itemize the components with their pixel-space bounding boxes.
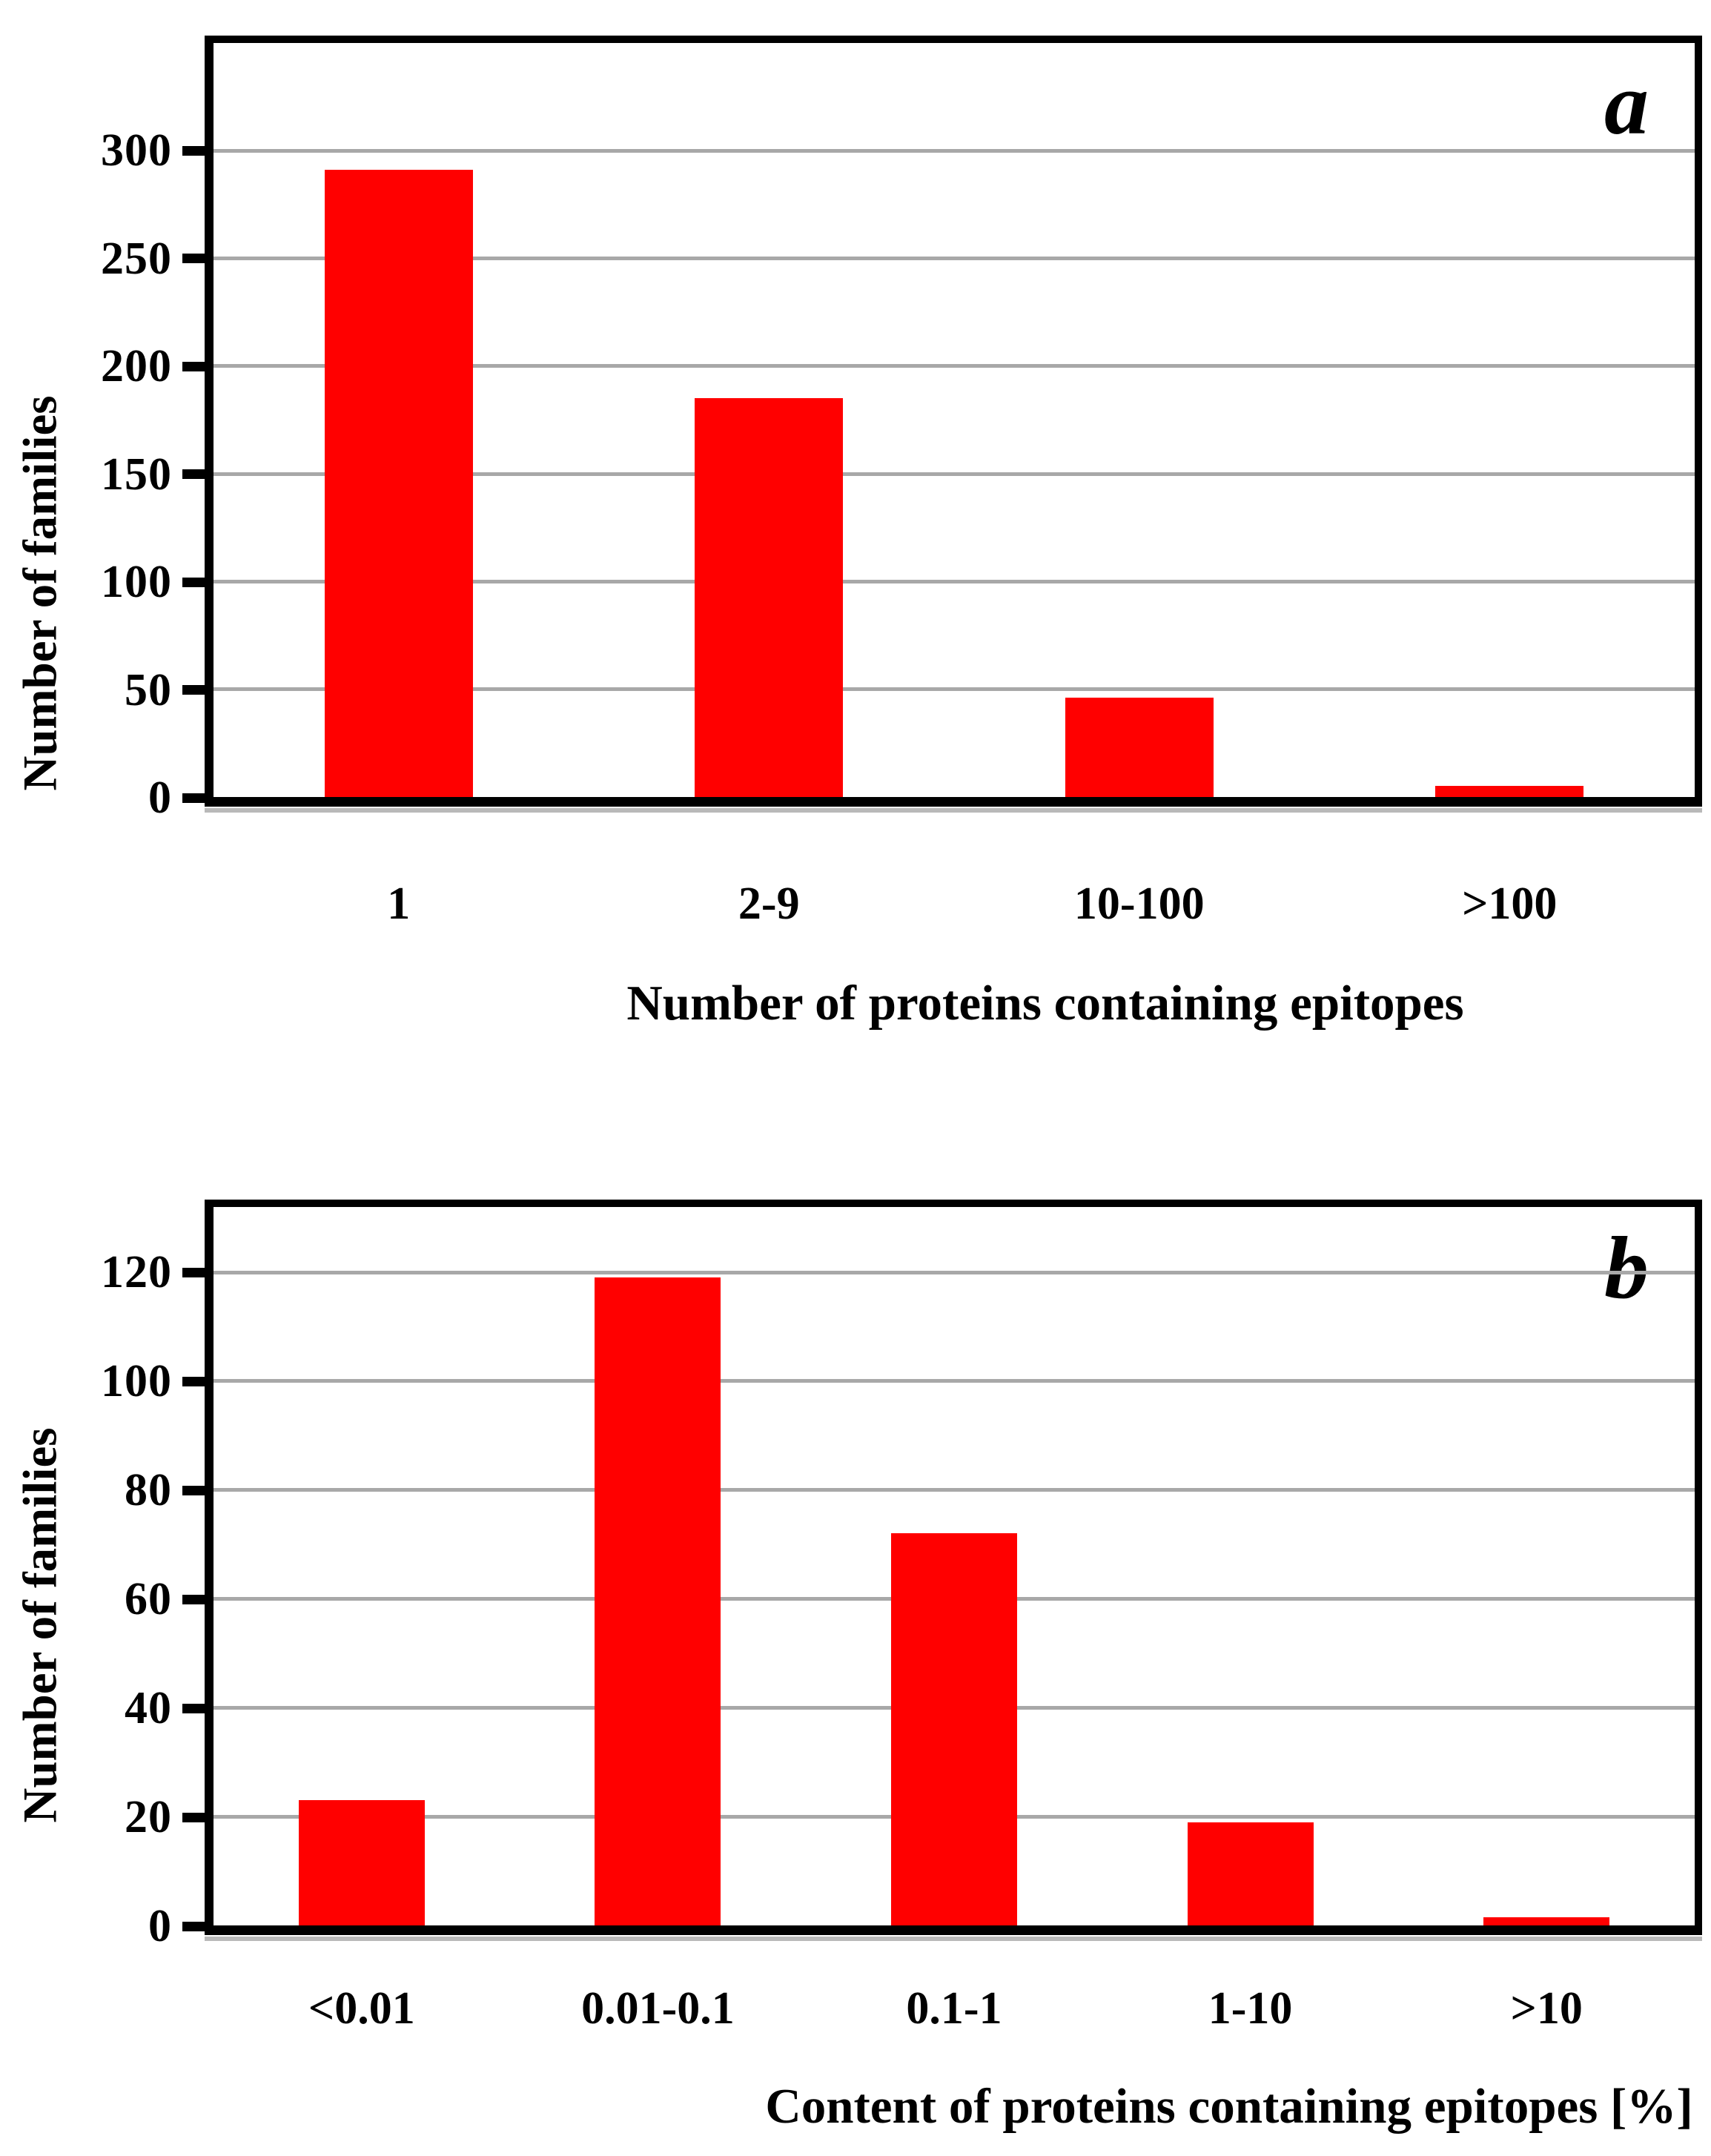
x-tick-label: >100 xyxy=(1462,879,1558,929)
y-tick: 60 xyxy=(125,1576,205,1622)
y-tick-label: 200 xyxy=(101,341,172,392)
y-tick-mark xyxy=(182,145,205,156)
y-tick: 100 xyxy=(101,559,205,605)
y-tick-label: 150 xyxy=(101,449,172,500)
y-tick-mark xyxy=(182,577,205,587)
y-tick-mark xyxy=(182,1267,205,1277)
y-tick-label: 60 xyxy=(125,1574,172,1625)
gridline-100 xyxy=(214,579,1695,583)
bar-<0.01 xyxy=(298,1800,425,1925)
x-tick-label: 0.1-1 xyxy=(906,1983,1002,2034)
y-tick-mark xyxy=(182,1485,205,1495)
y-tick-label: 50 xyxy=(125,664,172,715)
bar-1-10 xyxy=(1187,1822,1314,1925)
y-tick-mark xyxy=(182,1921,205,1931)
x-tick-label: <0.01 xyxy=(308,1983,415,2034)
plot-area: a xyxy=(205,36,1702,813)
y-tick-label: 100 xyxy=(101,1356,172,1407)
y-tick: 150 xyxy=(101,452,205,497)
y-tick: 20 xyxy=(125,1794,205,1840)
y-axis: 0 20 40 60 80 100 120 xyxy=(0,1207,205,1949)
x-tick-label: 0.01-0.1 xyxy=(581,1983,735,2034)
bar-0.01-0.1 xyxy=(595,1277,721,1925)
x-axis-title: Content of proteins containing epitopes … xyxy=(765,2079,1693,2134)
y-tick-mark xyxy=(182,1703,205,1713)
y-tick-label: 120 xyxy=(101,1247,172,1298)
y-tick: 80 xyxy=(125,1467,205,1513)
gridline-200 xyxy=(214,364,1695,368)
y-tick: 50 xyxy=(125,667,205,713)
y-tick: 250 xyxy=(101,236,205,282)
y-tick-mark xyxy=(182,361,205,371)
y-axis: 0 50 100 150 200 250 300 xyxy=(0,43,205,821)
y-tick-label: 0 xyxy=(148,773,172,823)
x-tick-label: 1 xyxy=(387,879,411,929)
bar-10-100 xyxy=(1065,698,1214,797)
plot-area: b xyxy=(205,1200,1702,1941)
bar->10 xyxy=(1483,1917,1610,1925)
gridline-100 xyxy=(214,1379,1695,1383)
gridline-80 xyxy=(214,1488,1695,1492)
y-tick: 0 xyxy=(148,775,205,821)
y-tick-label: 100 xyxy=(101,557,172,608)
panel-label: b xyxy=(1604,1218,1649,1317)
panel-label: a xyxy=(1604,54,1649,153)
x-tick-label: 10-100 xyxy=(1073,879,1205,929)
x-axis: <0.01 0.01-0.1 0.1-1 1-10 >10 xyxy=(214,1985,1695,2052)
y-tick-label: 40 xyxy=(125,1683,172,1734)
gridline-300 xyxy=(214,148,1695,153)
bar-1 xyxy=(324,170,473,797)
gridline-50 xyxy=(214,687,1695,692)
y-tick: 200 xyxy=(101,343,205,389)
x-axis-title: Number of proteins containing epitopes xyxy=(626,976,1464,1031)
y-tick-label: 80 xyxy=(125,1465,172,1516)
y-tick-label: 0 xyxy=(148,1901,172,1951)
y-tick-label: 300 xyxy=(101,125,172,176)
x-tick-label: 1-10 xyxy=(1208,1983,1293,2034)
y-tick-mark xyxy=(182,254,205,264)
y-tick-mark xyxy=(182,469,205,480)
gridline-120 xyxy=(214,1270,1695,1274)
y-tick-mark xyxy=(182,793,205,803)
y-tick-mark xyxy=(182,1594,205,1604)
gridline-150 xyxy=(214,472,1695,476)
y-tick: 100 xyxy=(101,1358,205,1404)
gridline-250 xyxy=(214,257,1695,261)
y-tick-label: 20 xyxy=(125,1792,172,1843)
bar-2-9 xyxy=(695,398,844,797)
x-axis: 1 2-9 10-100 >100 xyxy=(214,881,1695,948)
y-tick: 300 xyxy=(101,128,205,173)
y-tick: 40 xyxy=(125,1685,205,1731)
y-tick-mark xyxy=(182,1376,205,1386)
y-tick-mark xyxy=(182,1812,205,1822)
bar->100 xyxy=(1435,786,1584,797)
y-tick-mark xyxy=(182,685,205,695)
y-tick: 120 xyxy=(101,1249,205,1295)
y-tick-label: 250 xyxy=(101,233,172,284)
bar-0.1-1 xyxy=(891,1533,1017,1925)
y-tick: 0 xyxy=(148,1903,205,1949)
x-tick-label: 2-9 xyxy=(738,879,800,929)
x-tick-label: >10 xyxy=(1510,1983,1583,2034)
